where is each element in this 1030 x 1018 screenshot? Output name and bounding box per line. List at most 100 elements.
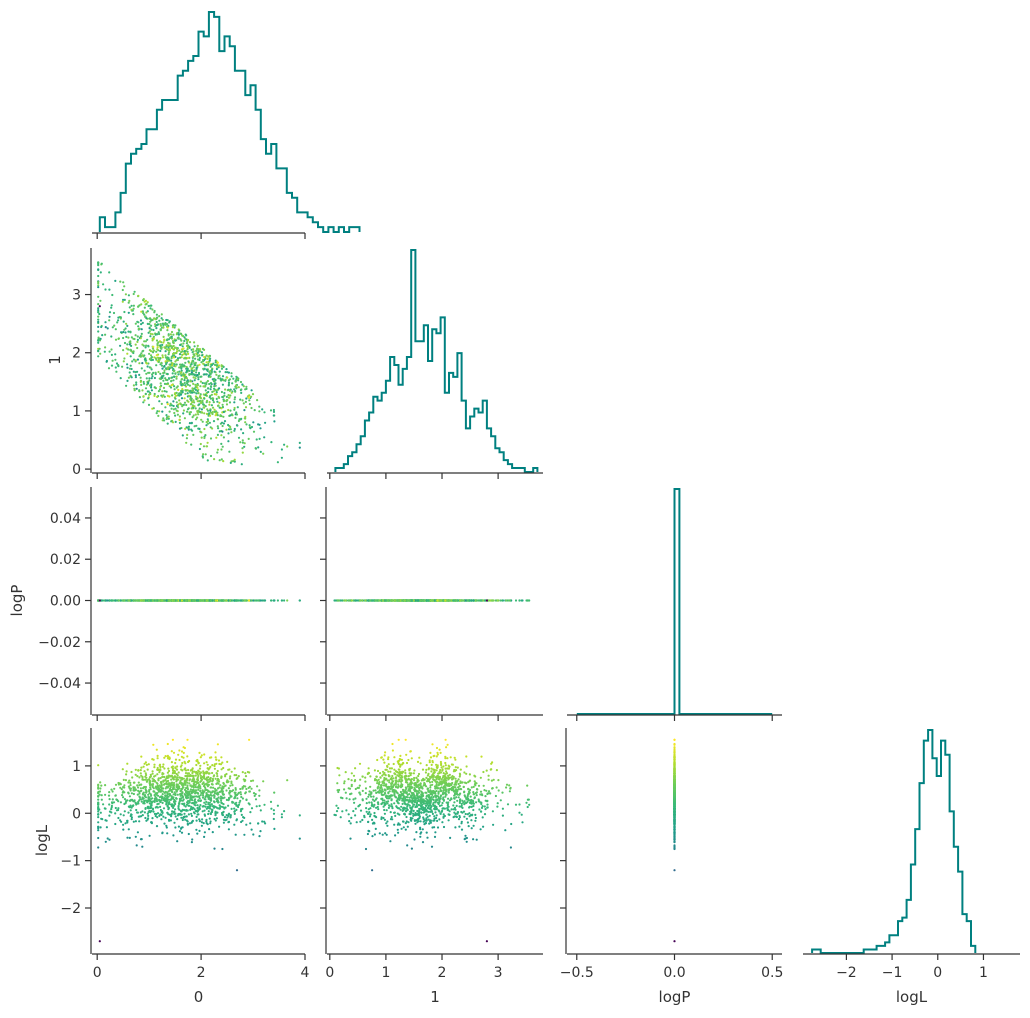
scatter-point xyxy=(198,752,200,754)
scatter-point xyxy=(215,599,217,601)
scatter-point xyxy=(101,799,103,801)
scatter-point xyxy=(167,395,169,397)
scatter-point xyxy=(192,351,194,353)
scatter-point xyxy=(217,770,219,772)
scatter-point xyxy=(208,356,210,358)
scatter-point xyxy=(431,599,433,601)
scatter-point xyxy=(236,378,238,380)
scatter-logP-vs-1 xyxy=(333,599,530,601)
scatter-point xyxy=(243,446,245,448)
scatter-point xyxy=(197,804,199,806)
scatter-point xyxy=(101,334,103,336)
scatter-point xyxy=(199,448,201,450)
scatter-point xyxy=(125,336,127,338)
scatter-point xyxy=(173,370,175,372)
scatter-point xyxy=(184,402,186,404)
scatter-point xyxy=(178,366,180,368)
scatter-point xyxy=(209,358,211,360)
scatter-point xyxy=(218,387,220,389)
scatter-point xyxy=(110,335,112,337)
scatter-point xyxy=(228,384,230,386)
scatter-point xyxy=(148,377,150,379)
scatter-point xyxy=(97,342,99,344)
scatter-point xyxy=(133,793,135,795)
scatter-point xyxy=(244,421,246,423)
scatter-point xyxy=(195,350,197,352)
scatter-point xyxy=(142,310,144,312)
scatter-point xyxy=(186,739,188,741)
scatter-point xyxy=(256,399,258,401)
scatter-point xyxy=(228,787,230,789)
scatter-point xyxy=(167,357,169,359)
scatter-point xyxy=(200,393,202,395)
scatter-point xyxy=(112,326,114,328)
scatter-point xyxy=(240,388,242,390)
scatter-point xyxy=(486,599,488,601)
scatter-point xyxy=(167,382,169,384)
scatter-point xyxy=(137,295,139,297)
scatter-point xyxy=(124,331,126,333)
scatter-point xyxy=(119,345,121,347)
scatter-point xyxy=(138,374,140,376)
scatter-point xyxy=(231,382,233,384)
scatter-point xyxy=(447,599,449,601)
scatter-point xyxy=(129,349,131,351)
scatter-point xyxy=(211,803,213,805)
scatter-point xyxy=(177,389,179,391)
scatter-point xyxy=(177,332,179,334)
scatter-point xyxy=(283,444,285,446)
scatter-point xyxy=(216,391,218,393)
scatter-point xyxy=(153,317,155,319)
scatter-point xyxy=(104,321,106,323)
scatter-point xyxy=(149,330,151,332)
scatter-point xyxy=(221,391,223,393)
scatter-point xyxy=(165,360,167,362)
scatter-point xyxy=(144,358,146,360)
scatter-point xyxy=(184,362,186,364)
scatter-point xyxy=(172,341,174,343)
scatter-point xyxy=(196,367,198,369)
scatter-point xyxy=(422,599,424,601)
scatter-point xyxy=(210,388,212,390)
scatter-point xyxy=(156,314,158,316)
scatter-1-vs-0 xyxy=(97,261,301,465)
scatter-point xyxy=(142,350,144,352)
scatter-point xyxy=(176,410,178,412)
scatter-point xyxy=(221,848,223,850)
scatter-point xyxy=(236,386,238,388)
scatter-point xyxy=(200,402,202,404)
scatter-point xyxy=(180,381,182,383)
scatter-point xyxy=(258,406,260,408)
scatter-point xyxy=(197,376,199,378)
scatter-point xyxy=(202,421,204,423)
scatter-point xyxy=(202,599,204,601)
scatter-point xyxy=(273,414,275,416)
scatter-point xyxy=(178,330,180,332)
scatter-point xyxy=(219,371,221,373)
scatter-point xyxy=(141,333,143,335)
scatter-point xyxy=(219,407,221,409)
scatter-point xyxy=(199,804,201,806)
scatter-point xyxy=(108,367,110,369)
scatter-point xyxy=(114,599,116,601)
scatter-point xyxy=(204,434,206,436)
scatter-point xyxy=(224,420,226,422)
scatter-point xyxy=(180,828,182,830)
scatter-point xyxy=(194,379,196,381)
scatter-point xyxy=(150,383,152,385)
scatter-point xyxy=(171,356,173,358)
scatter-point xyxy=(169,364,171,366)
scatter-point xyxy=(254,409,256,411)
scatter-point xyxy=(123,784,125,786)
scatter-point xyxy=(221,458,223,460)
scatter-point xyxy=(189,341,191,343)
scatter-point xyxy=(210,382,212,384)
scatter-point xyxy=(230,431,232,433)
scatter-point xyxy=(152,339,154,341)
scatter-point xyxy=(222,416,224,418)
scatter-point xyxy=(97,303,99,305)
scatter-point xyxy=(209,422,211,424)
scatter-point xyxy=(165,414,167,416)
scatter-point xyxy=(155,372,157,374)
scatter-point xyxy=(209,410,211,412)
